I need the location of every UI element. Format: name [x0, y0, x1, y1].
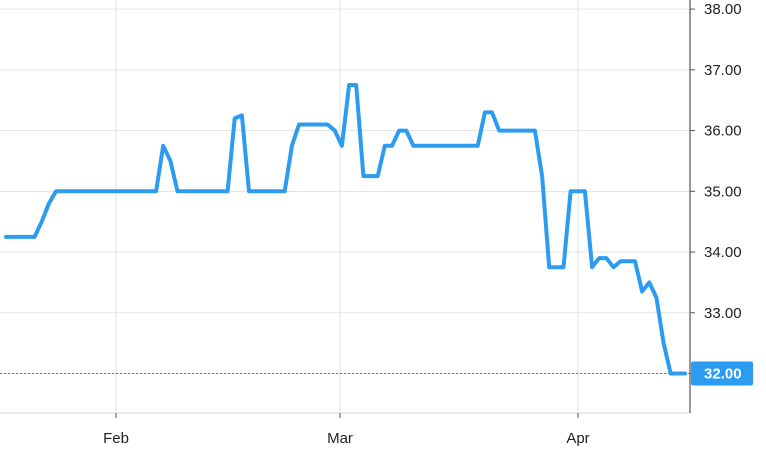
y-tick-label: 35.00: [704, 183, 742, 200]
x-tick-label: Mar: [327, 430, 353, 447]
y-tick-label: 37.00: [704, 62, 742, 79]
y-tick-label: 34.00: [704, 244, 742, 261]
last-price-tag: 32.00: [691, 361, 753, 386]
x-tick-label: Feb: [103, 430, 129, 447]
last-price-tag-background: [691, 361, 753, 386]
last-price-tag-label: 32.00: [704, 366, 742, 383]
y-tick-label: 38.00: [704, 1, 742, 18]
price-series-line: [4, 83, 687, 376]
y-tick-label: 33.00: [704, 305, 742, 322]
x-tick-label: Apr: [566, 430, 589, 447]
y-tick-label: 36.00: [704, 123, 742, 140]
x-axis-labels: Feb Mar Apr: [103, 413, 590, 447]
